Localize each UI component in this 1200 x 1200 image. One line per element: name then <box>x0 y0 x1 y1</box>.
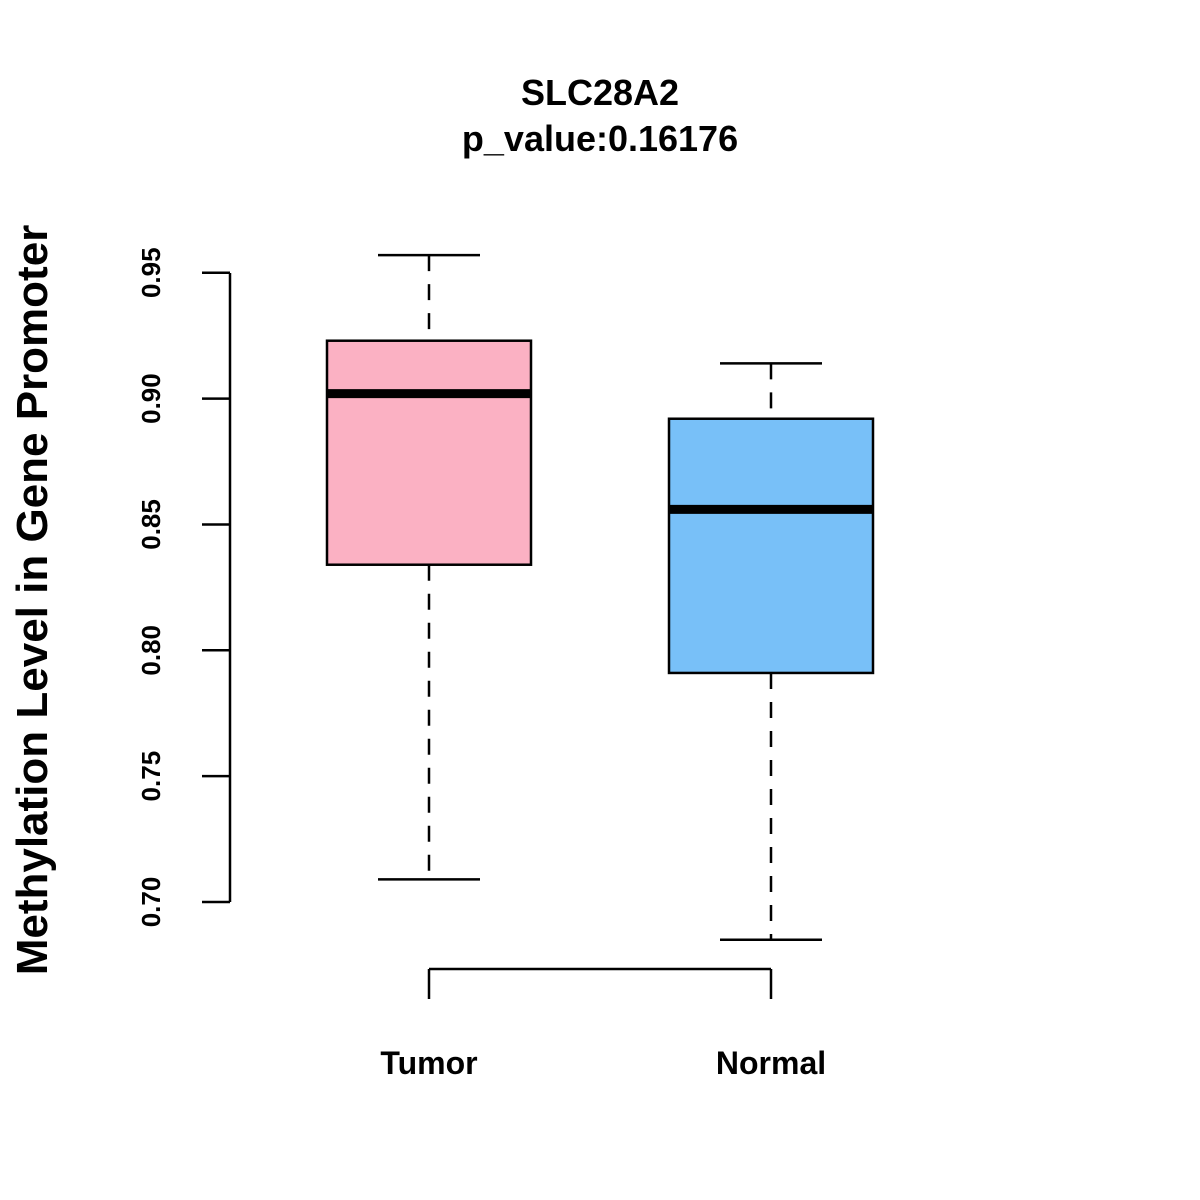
x-axis-category-labels: Tumor Normal <box>380 1045 826 1081</box>
y-tick-label: 0.95 <box>136 247 166 298</box>
y-tick-label: 0.90 <box>136 373 166 424</box>
y-axis-label: Methylation Level in Gene Promoter <box>8 225 57 976</box>
y-tick-label: 0.70 <box>136 877 166 928</box>
comparison-bracket <box>427 967 773 999</box>
y-tick-label: 0.75 <box>136 751 166 802</box>
iqr-box <box>667 417 875 675</box>
box-normal <box>667 362 875 942</box>
chart-subtitle: p_value:0.16176 <box>462 118 738 159</box>
category-label-normal: Normal <box>716 1045 826 1081</box>
y-tick-label: 0.85 <box>136 499 166 550</box>
y-axis-ticks: 0.70 0.75 0.80 0.85 0.90 0.95 <box>136 247 230 927</box>
iqr-box <box>325 339 533 566</box>
box-series <box>325 253 875 942</box>
box-tumor <box>325 253 533 881</box>
category-label-tumor: Tumor <box>380 1045 477 1081</box>
y-tick-label: 0.80 <box>136 625 166 676</box>
chart-title: SLC28A2 <box>521 72 679 113</box>
